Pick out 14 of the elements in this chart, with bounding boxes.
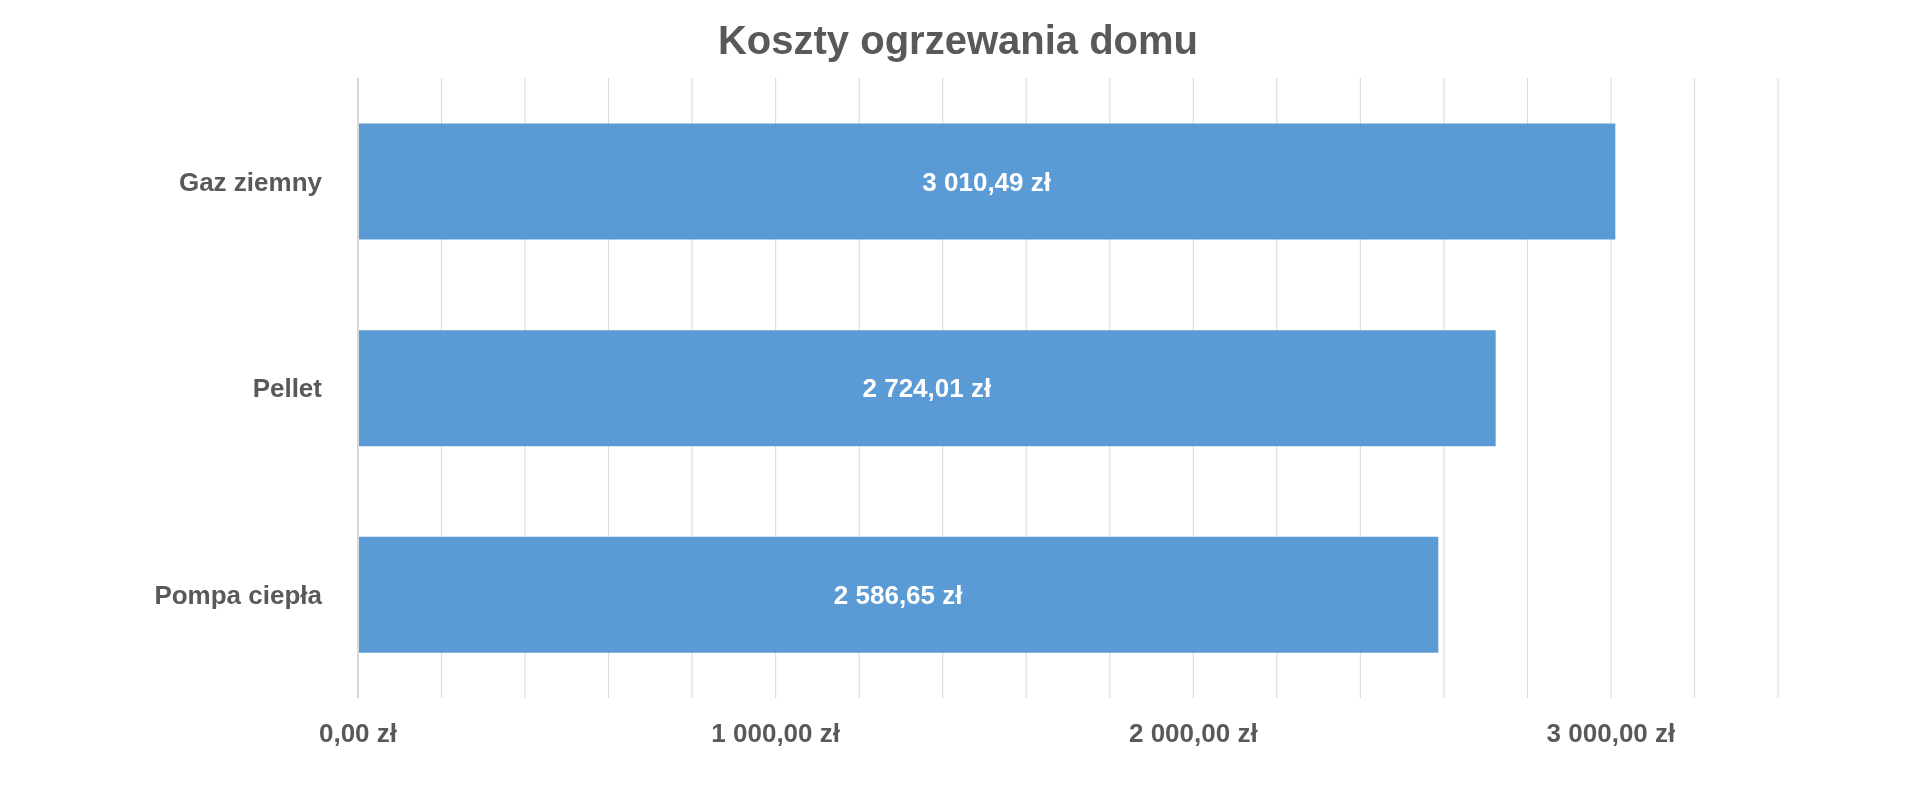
y-tick-label: Pompa ciepła (154, 579, 323, 610)
y-tick-label: Pellet (252, 373, 323, 404)
bar (358, 123, 1616, 240)
x-tick-label: 2 000,00 zł (1128, 718, 1259, 749)
x-tick-label: 3 000,00 zł (1546, 718, 1677, 749)
y-tick-label: Gaz ziemny (178, 166, 323, 197)
x-tick-label: 1 000,00 zł (711, 718, 841, 749)
bar (358, 330, 1496, 447)
data-label: 3 010,49 zł (922, 166, 1052, 197)
x-tick-label: 0,00 zł (318, 718, 398, 749)
data-label: 2 586,65 zł (833, 580, 964, 611)
chart-title: Koszty ogrzewania domu (716, 18, 1200, 63)
data-label: 2 724,01 zł (862, 373, 992, 404)
bar (358, 536, 1439, 653)
